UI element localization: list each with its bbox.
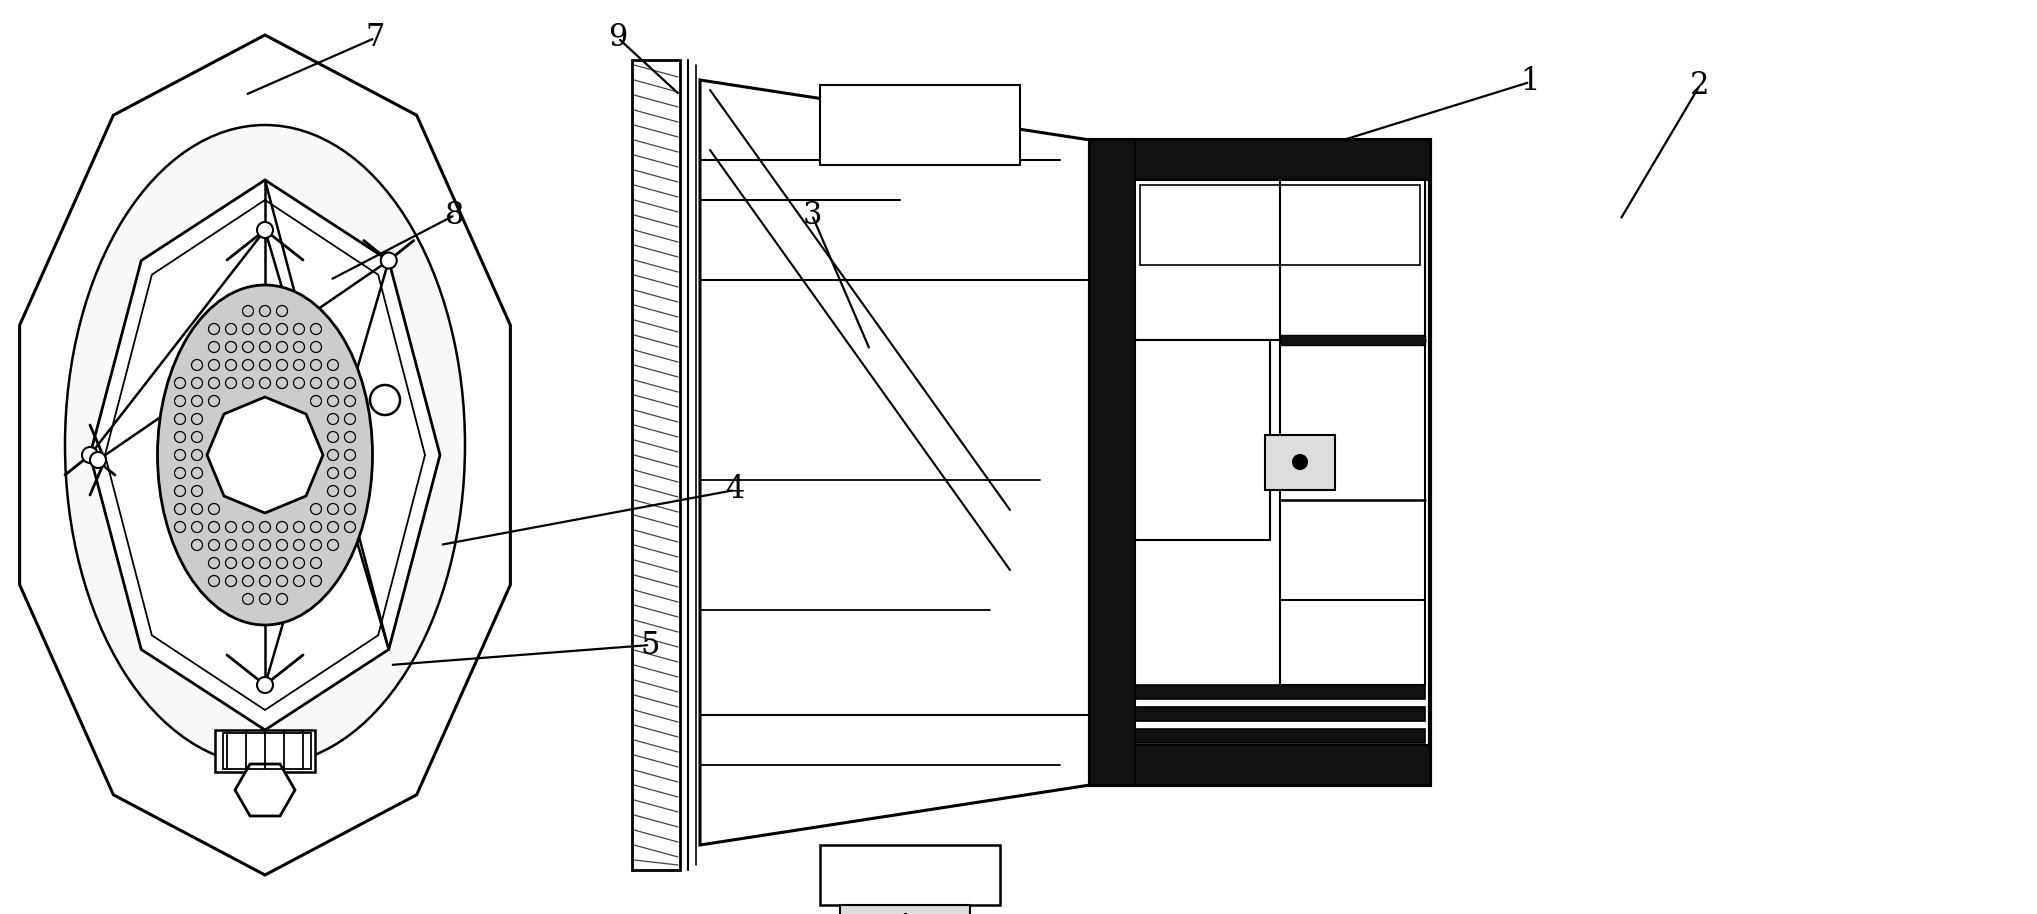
Polygon shape xyxy=(1090,745,1430,785)
Bar xyxy=(1141,185,1420,265)
Text: 1: 1 xyxy=(1520,67,1540,98)
Bar xyxy=(839,905,970,914)
Polygon shape xyxy=(234,764,295,816)
Text: 8: 8 xyxy=(446,199,464,230)
Bar xyxy=(216,730,316,772)
Bar xyxy=(1135,340,1269,540)
Circle shape xyxy=(381,252,397,269)
Polygon shape xyxy=(1135,729,1426,743)
Text: 2: 2 xyxy=(1691,69,1709,101)
Text: 3: 3 xyxy=(803,199,821,230)
Circle shape xyxy=(1293,455,1308,469)
Polygon shape xyxy=(1090,140,1430,180)
Polygon shape xyxy=(20,35,511,875)
Bar xyxy=(222,733,312,769)
Text: 9: 9 xyxy=(609,23,627,54)
Circle shape xyxy=(257,677,273,693)
Text: 5: 5 xyxy=(640,630,660,661)
Bar xyxy=(1265,435,1334,490)
Polygon shape xyxy=(90,180,440,730)
Polygon shape xyxy=(1135,685,1426,699)
Bar xyxy=(821,85,1021,165)
Polygon shape xyxy=(701,80,1090,845)
Ellipse shape xyxy=(65,125,464,765)
Circle shape xyxy=(81,447,98,463)
Circle shape xyxy=(90,452,106,468)
Polygon shape xyxy=(631,60,680,870)
Text: 7: 7 xyxy=(365,23,385,54)
Circle shape xyxy=(257,222,273,238)
Ellipse shape xyxy=(157,285,373,625)
Polygon shape xyxy=(1279,335,1426,345)
Polygon shape xyxy=(1090,140,1135,785)
Polygon shape xyxy=(1135,707,1426,721)
Polygon shape xyxy=(208,397,324,513)
Bar xyxy=(1135,180,1426,340)
Circle shape xyxy=(371,385,399,415)
Text: 4: 4 xyxy=(725,474,746,505)
Polygon shape xyxy=(1090,140,1430,785)
Bar xyxy=(1279,180,1426,685)
Polygon shape xyxy=(821,845,1000,905)
Polygon shape xyxy=(106,200,426,710)
